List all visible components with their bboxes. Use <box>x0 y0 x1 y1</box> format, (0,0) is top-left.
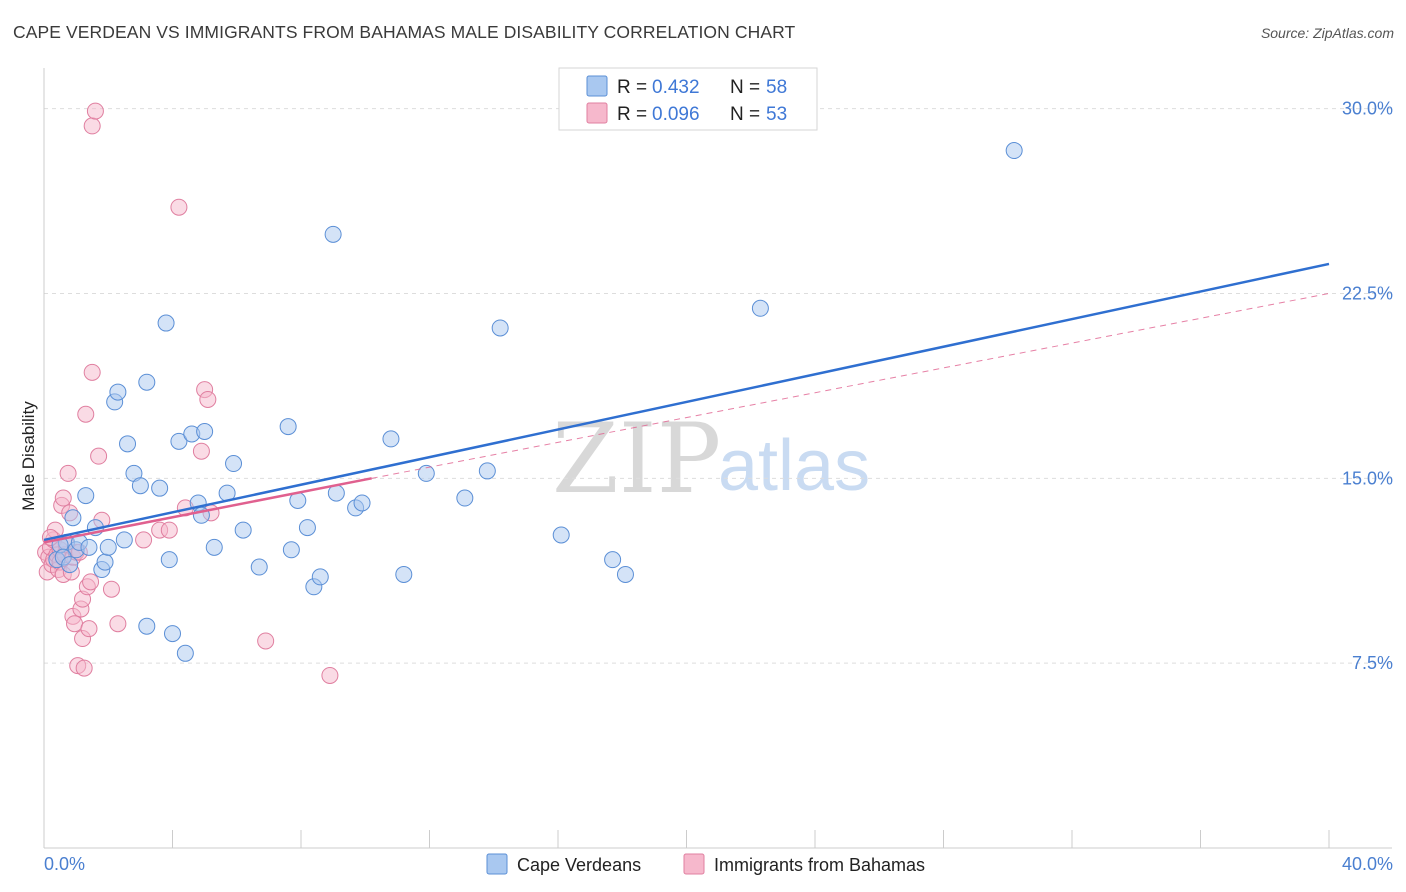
bahamas-point-41 <box>135 531 153 549</box>
legend-n-label-2: N = <box>730 104 760 125</box>
bahamas-point-35 <box>83 117 101 135</box>
bottom-legend-cape-verdeans: Cape Verdeans <box>517 855 641 875</box>
x-tick-label-max: 40.0% <box>1342 854 1393 874</box>
chart-title: CAPE VERDEAN VS IMMIGRANTS FROM BAHAMAS … <box>13 22 796 42</box>
cape-verdeans-point-13 <box>119 435 137 453</box>
x-tick-label-min: 0.0% <box>44 854 85 874</box>
cape-verdeans-point-16 <box>138 373 156 391</box>
cape-verdeans-point-50 <box>604 551 622 569</box>
cape-verdeans-point-44 <box>395 565 413 583</box>
cape-verdeans-point-51 <box>616 565 634 583</box>
cape-verdeans-point-57 <box>61 556 79 574</box>
watermark-zip: ZIP <box>552 403 721 515</box>
y-tick-label-1: 15.0% <box>1342 468 1393 488</box>
bahamas-point-14 <box>54 489 72 507</box>
bahamas-point-50 <box>257 632 275 650</box>
cape-verdeans-point-23 <box>176 644 194 662</box>
axes <box>43 68 1392 849</box>
cape-verdeans-point-38 <box>311 568 329 586</box>
bottom-legend-swatch-pink <box>683 853 705 875</box>
legend-swatch-pink <box>586 102 608 124</box>
cape-verdeans-point-18 <box>151 479 169 497</box>
series-bahamas-points <box>37 102 339 684</box>
cape-verdeans-point-1 <box>64 509 82 527</box>
cape-verdeans-point-11 <box>109 383 127 401</box>
legend-r-value-2: 0.096 <box>652 104 700 125</box>
cape-verdeans-point-36 <box>298 519 316 537</box>
watermark-atlas: atlas <box>718 426 870 506</box>
cape-verdeans-point-28 <box>205 538 223 556</box>
correlation-legend: R = 0.432 N = 58 R = 0.096 N = 53 <box>558 67 818 131</box>
cape-verdeans-point-20 <box>160 551 178 569</box>
cape-verdeans-point-45 <box>417 464 435 482</box>
trend-line-2 <box>371 292 1330 479</box>
bahamas-point-29 <box>75 659 93 677</box>
bottom-legend-bahamas: Immigrants from Bahamas <box>714 855 925 875</box>
bahamas-point-40 <box>109 615 127 633</box>
legend-r-label-2: R = <box>617 104 647 125</box>
bottom-legend-swatch-blue <box>486 853 508 875</box>
bahamas-point-33 <box>82 573 100 591</box>
cape-verdeans-point-48 <box>491 319 509 337</box>
gridlines <box>44 108 1392 664</box>
cape-verdeans-point-52 <box>751 299 769 317</box>
y-axis-tick-labels: 7.5% 15.0% 22.5% 30.0% <box>1342 99 1393 674</box>
cape-verdeans-point-53 <box>1005 142 1023 160</box>
bahamas-point-48 <box>199 390 217 408</box>
y-tick-label-0: 7.5% <box>1352 653 1393 673</box>
cape-verdeans-point-49 <box>552 526 570 544</box>
cape-verdeans-point-30 <box>225 455 243 473</box>
bahamas-point-36 <box>86 102 104 120</box>
cape-verdeans-point-22 <box>170 432 188 450</box>
x-axis-ticks <box>43 830 1330 848</box>
y-tick-label-3: 30.0% <box>1342 99 1393 119</box>
trend-line-1 <box>43 477 372 544</box>
cape-verdeans-point-34 <box>282 541 300 559</box>
bahamas-point-51 <box>321 666 339 684</box>
trend-line-0 <box>43 262 1330 542</box>
bahamas-point-46 <box>192 442 210 460</box>
legend-n-value-2: 53 <box>766 104 787 125</box>
cape-verdeans-point-39 <box>324 225 342 243</box>
legend-n-value-1: 58 <box>766 77 787 98</box>
source-credit: Source: ZipAtlas.com <box>1260 25 1394 41</box>
bahamas-point-22 <box>66 615 84 633</box>
y-tick-label-2: 22.5% <box>1342 283 1393 303</box>
cape-verdeans-point-21 <box>164 625 181 643</box>
bahamas-point-34 <box>83 363 101 381</box>
cape-verdeans-point-8 <box>96 553 114 571</box>
legend-n-label-1: N = <box>730 77 760 98</box>
legend-swatch-blue <box>586 75 608 97</box>
legend-r-label-1: R = <box>617 77 647 98</box>
cape-verdeans-point-9 <box>99 538 117 556</box>
cape-verdeans-point-27 <box>196 422 214 440</box>
cape-verdeans-point-12 <box>115 531 133 549</box>
bahamas-point-44 <box>170 198 188 216</box>
bahamas-point-43 <box>160 521 178 539</box>
cape-verdeans-point-43 <box>382 430 400 448</box>
series-legend: Cape Verdeans Immigrants from Bahamas <box>486 853 925 875</box>
cape-verdeans-point-17 <box>138 617 156 635</box>
bahamas-point-32 <box>80 620 98 638</box>
bahamas-point-17 <box>59 464 77 482</box>
cape-verdeans-point-47 <box>478 462 496 480</box>
cape-verdeans-point-5 <box>80 538 98 556</box>
cape-verdeans-point-4 <box>77 487 95 505</box>
cape-verdeans-point-42 <box>353 494 371 512</box>
series-cape-verdeans-points <box>48 142 1023 662</box>
cape-verdeans-point-33 <box>279 418 297 436</box>
cape-verdeans-point-15 <box>131 477 149 495</box>
legend-r-value-1: 0.432 <box>652 77 700 98</box>
bahamas-point-37 <box>90 447 108 465</box>
y-axis-label: Male Disability <box>19 401 38 511</box>
bahamas-point-30 <box>77 405 95 423</box>
cape-verdeans-point-31 <box>234 521 252 539</box>
cape-verdeans-point-32 <box>250 558 268 576</box>
trend-lines <box>43 262 1330 544</box>
bahamas-point-39 <box>102 580 120 598</box>
cape-verdeans-point-19 <box>157 314 175 332</box>
cape-verdeans-point-46 <box>456 489 474 507</box>
